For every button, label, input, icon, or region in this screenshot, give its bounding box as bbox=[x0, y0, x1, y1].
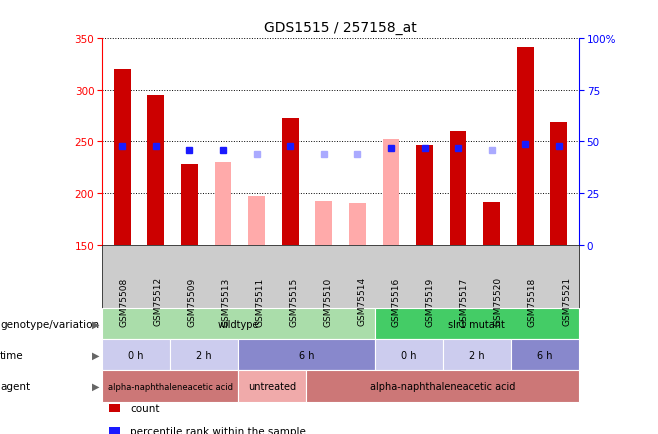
Text: count: count bbox=[130, 403, 160, 413]
Text: alpha-naphthaleneacetic acid: alpha-naphthaleneacetic acid bbox=[108, 382, 233, 391]
Bar bbox=[282, 118, 299, 245]
Bar bbox=[349, 204, 366, 245]
Text: untreated: untreated bbox=[248, 381, 296, 391]
Bar bbox=[315, 202, 332, 245]
Text: agent: agent bbox=[0, 381, 30, 391]
Text: GSM75510: GSM75510 bbox=[324, 277, 332, 326]
Text: GSM75509: GSM75509 bbox=[187, 277, 196, 326]
Text: GSM75511: GSM75511 bbox=[255, 277, 265, 326]
Text: GSM75520: GSM75520 bbox=[494, 277, 503, 326]
Text: 0 h: 0 h bbox=[401, 350, 417, 360]
Text: time: time bbox=[0, 350, 24, 360]
Text: slr1 mutant: slr1 mutant bbox=[448, 319, 505, 329]
Text: 0 h: 0 h bbox=[128, 350, 144, 360]
Text: 2 h: 2 h bbox=[196, 350, 212, 360]
Bar bbox=[248, 197, 265, 245]
Text: 6 h: 6 h bbox=[537, 350, 553, 360]
Bar bbox=[382, 140, 399, 245]
Text: GSM75517: GSM75517 bbox=[460, 277, 468, 326]
Text: GSM75519: GSM75519 bbox=[426, 277, 435, 326]
Text: 6 h: 6 h bbox=[299, 350, 314, 360]
Text: percentile rank within the sample: percentile rank within the sample bbox=[130, 426, 306, 434]
Bar bbox=[181, 165, 198, 245]
Text: GSM75516: GSM75516 bbox=[392, 277, 401, 326]
Text: GSM75513: GSM75513 bbox=[221, 277, 230, 326]
Bar bbox=[551, 122, 567, 245]
Title: GDS1515 / 257158_at: GDS1515 / 257158_at bbox=[264, 21, 417, 35]
Bar bbox=[114, 70, 130, 245]
Text: genotype/variation: genotype/variation bbox=[0, 319, 99, 329]
Bar bbox=[147, 96, 164, 245]
Text: ▶: ▶ bbox=[91, 319, 99, 329]
Text: GSM75508: GSM75508 bbox=[119, 277, 128, 326]
Bar bbox=[517, 48, 534, 245]
Bar bbox=[215, 163, 232, 245]
Text: wildtype: wildtype bbox=[218, 319, 259, 329]
Text: GSM75515: GSM75515 bbox=[290, 277, 298, 326]
Bar bbox=[483, 203, 500, 245]
Bar bbox=[416, 145, 433, 245]
Text: 2 h: 2 h bbox=[469, 350, 485, 360]
Text: GSM75514: GSM75514 bbox=[357, 277, 367, 326]
Text: GSM75512: GSM75512 bbox=[153, 277, 162, 326]
Text: GSM75521: GSM75521 bbox=[562, 277, 571, 326]
Bar bbox=[449, 132, 467, 245]
Text: GSM75518: GSM75518 bbox=[528, 277, 537, 326]
Text: ▶: ▶ bbox=[91, 350, 99, 360]
Text: ▶: ▶ bbox=[91, 381, 99, 391]
Text: alpha-naphthaleneacetic acid: alpha-naphthaleneacetic acid bbox=[370, 381, 515, 391]
